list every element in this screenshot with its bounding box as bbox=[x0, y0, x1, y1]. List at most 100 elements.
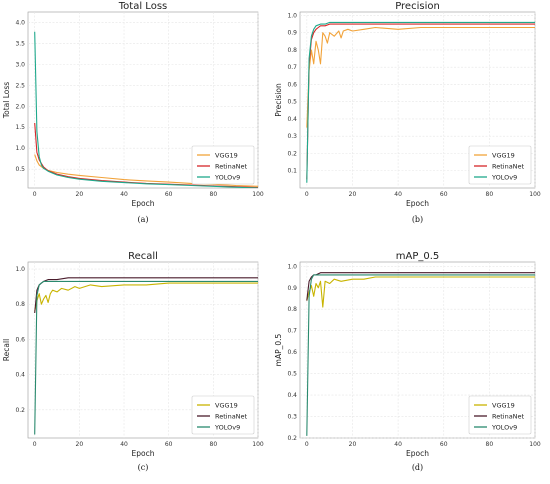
x-tick-label: 0 bbox=[33, 191, 37, 198]
x-tick-label: 0 bbox=[33, 441, 37, 448]
legend-label-retinanet: RetinaNet bbox=[215, 162, 248, 170]
legend-label-retinanet: RetinaNet bbox=[492, 162, 525, 170]
gridlines bbox=[300, 12, 536, 188]
x-tick-label: 40 bbox=[120, 191, 128, 198]
x-tick-label: 20 bbox=[349, 191, 357, 198]
y-tick-label: 0.6 bbox=[287, 349, 297, 356]
series-line-vgg19 bbox=[306, 276, 535, 308]
legend: VGG19 RetinaNet YOLOv9 bbox=[191, 145, 255, 185]
x-tick-label: 100 bbox=[252, 441, 264, 448]
y-tick-label: 0.2 bbox=[287, 435, 297, 442]
x-tick-label: 80 bbox=[210, 441, 218, 448]
y-tick-label: 0.6 bbox=[15, 336, 25, 343]
chart-title: Total Loss bbox=[118, 1, 167, 12]
y-tick-label: 1.0 bbox=[15, 145, 25, 152]
gridlines bbox=[28, 262, 259, 438]
chart-panel-3: Recall 0 20 40 60 80 100 0.2 0.4 0.6 0.8 1.0 Epoch Re… bbox=[2, 251, 264, 472]
legend-label-yolov9: YOLOv9 bbox=[214, 423, 240, 431]
y-tick-label: 4.0 bbox=[15, 19, 25, 26]
panel-caption: (b) bbox=[412, 215, 423, 224]
x-tick-label: 20 bbox=[76, 441, 84, 448]
x-tick-label: 80 bbox=[486, 441, 494, 448]
y-tick-label: 1.0 bbox=[287, 12, 297, 19]
x-tick-label: 0 bbox=[305, 191, 309, 198]
y-tick-label: 0.4 bbox=[287, 116, 297, 123]
series-line-vgg19 bbox=[34, 282, 258, 312]
y-tick-label: 0.4 bbox=[15, 372, 25, 379]
y-tick-label: 0.3 bbox=[287, 414, 297, 421]
x-tick-label: 100 bbox=[252, 191, 264, 198]
panel-caption: (a) bbox=[137, 215, 148, 224]
y-axis-label: Total Loss bbox=[2, 82, 11, 119]
series-line-retinanet bbox=[306, 23, 535, 180]
x-tick-label: 20 bbox=[76, 191, 84, 198]
series-line-vgg19 bbox=[306, 26, 535, 128]
y-tick-label: 0.9 bbox=[287, 285, 297, 292]
x-axis-label: Epoch bbox=[406, 199, 429, 208]
chart-panel-4: mAP_0.5 0 20 40 60 80 100 0.2 0.3 0.4 0.5 0.6 0.7 0.8… bbox=[274, 251, 541, 472]
gridlines bbox=[300, 262, 536, 439]
x-tick-label: 100 bbox=[529, 441, 541, 448]
y-axis-label: mAP_0.5 bbox=[274, 333, 283, 366]
series-line-yolov9 bbox=[306, 274, 535, 436]
legend-label-vgg19: VGG19 bbox=[215, 151, 238, 159]
y-tick-label: 2.5 bbox=[15, 82, 25, 89]
x-axis-label: Epoch bbox=[132, 449, 155, 458]
y-tick-label: 1.0 bbox=[287, 263, 297, 270]
legend: VGG19 RetinaNet YOLOv9 bbox=[468, 395, 532, 435]
x-tick-label: 80 bbox=[486, 191, 494, 198]
x-tick-label: 40 bbox=[394, 441, 402, 448]
legend-label-retinanet: RetinaNet bbox=[492, 412, 525, 420]
y-tick-label: 0.5 bbox=[15, 166, 25, 173]
y-tick-label: 0.8 bbox=[15, 301, 25, 308]
series-group bbox=[306, 21, 535, 183]
y-tick-label: 0.1 bbox=[287, 168, 297, 175]
series-group bbox=[306, 272, 535, 436]
chart-title: Precision bbox=[395, 1, 440, 12]
x-tick-label: 60 bbox=[165, 441, 173, 448]
legend: VGG19 RetinaNet YOLOv9 bbox=[191, 395, 255, 435]
y-tick-label: 0.2 bbox=[287, 150, 297, 157]
x-tick-label: 80 bbox=[210, 191, 218, 198]
chart-title: mAP_0.5 bbox=[396, 251, 440, 262]
chart-title: Recall bbox=[128, 251, 158, 262]
y-tick-label: 2.0 bbox=[15, 103, 25, 110]
y-tick-label: 3.0 bbox=[15, 61, 25, 68]
y-tick-label: 0.8 bbox=[287, 47, 297, 54]
x-tick-label: 100 bbox=[529, 191, 541, 198]
legend-label-yolov9: YOLOv9 bbox=[491, 423, 517, 431]
y-tick-label: 0.7 bbox=[287, 64, 297, 71]
chart-panel-1: Total Loss 0 20 40 60 80 100 0.5 1.0 1.5 2.0 2.5 3.0… bbox=[2, 1, 264, 224]
x-tick-label: 20 bbox=[349, 441, 357, 448]
legend-label-vgg19: VGG19 bbox=[492, 151, 515, 159]
x-tick-label: 60 bbox=[440, 191, 448, 198]
y-axis-label: Recall bbox=[2, 339, 11, 361]
panel-caption: (c) bbox=[138, 463, 149, 472]
x-tick-label: 60 bbox=[165, 191, 173, 198]
y-axis-label: Precision bbox=[274, 83, 283, 117]
x-tick-label: 40 bbox=[394, 191, 402, 198]
y-tick-label: 1.5 bbox=[15, 124, 25, 131]
series-line-yolov9 bbox=[34, 31, 258, 188]
legend-label-retinanet: RetinaNet bbox=[215, 412, 248, 420]
series-line-yolov9 bbox=[34, 280, 258, 435]
y-tick-label: 0.9 bbox=[287, 30, 297, 37]
legend-label-vgg19: VGG19 bbox=[492, 401, 515, 409]
y-tick-label: 3.5 bbox=[15, 40, 25, 47]
y-tick-label: 0.7 bbox=[287, 328, 297, 335]
legend-label-yolov9: YOLOv9 bbox=[214, 173, 240, 181]
x-tick-label: 0 bbox=[305, 441, 309, 448]
y-tick-label: 0.8 bbox=[287, 306, 297, 313]
chart-panel-2: Precision 0 20 40 60 80 100 0.1 0.2 0.3 0.4 0.5 0.6 0… bbox=[274, 1, 541, 224]
y-tick-label: 0.5 bbox=[287, 371, 297, 378]
panel-caption: (d) bbox=[412, 463, 423, 472]
series-line-yolov9 bbox=[306, 21, 535, 183]
legend-label-yolov9: YOLOv9 bbox=[491, 173, 517, 181]
y-tick-label: 0.3 bbox=[287, 133, 297, 140]
series-group bbox=[34, 277, 258, 435]
y-tick-label: 0.2 bbox=[15, 407, 25, 414]
y-tick-label: 0.4 bbox=[287, 392, 297, 399]
y-tick-label: 0.6 bbox=[287, 81, 297, 88]
legend-label-vgg19: VGG19 bbox=[215, 401, 238, 409]
